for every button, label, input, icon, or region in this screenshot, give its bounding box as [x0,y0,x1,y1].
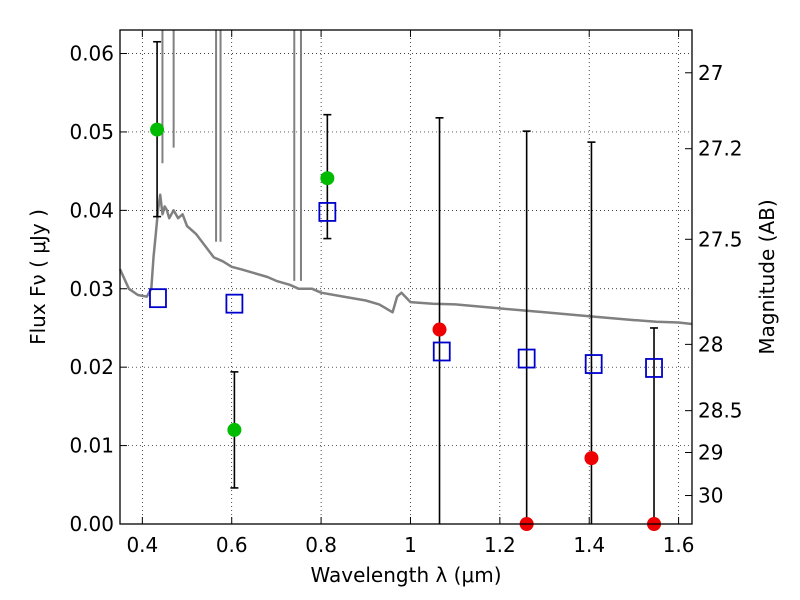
mag-tick-label: 30 [698,484,723,508]
y-tick-label: 0.02 [69,355,114,379]
photometry-point [584,451,599,466]
mag-tick-label: 27 [698,61,723,85]
x-tick-label: 0.4 [126,533,158,557]
marker-layer [149,122,663,531]
photometry-point [432,322,447,337]
x-tick-label: 1 [404,533,417,557]
model-flux-square [584,354,603,374]
mag-tick-label: 27.5 [698,227,743,251]
x-tick-label: 1.6 [663,533,695,557]
mag-tick-label: 29 [698,440,723,464]
y-tick-label: 0.03 [69,277,114,301]
model-flux-square [225,293,244,314]
photometry-point [150,122,165,137]
sed-model-line [118,193,693,326]
y-tick-label: 0.04 [69,198,114,222]
x-tick-label: 0.8 [305,533,337,557]
model-flux-square [645,358,663,378]
x-tick-label: 0.6 [216,533,248,557]
model-flux-square [149,288,167,309]
mag-tick-label: 28 [698,332,723,356]
y2-axis-title: Magnitude (AB) [755,199,779,354]
y-tick-label: 0.01 [69,434,114,458]
x-axis-title: Wavelength λ (μm) [310,563,501,587]
sed-layer [118,30,693,326]
errorbar-layer [153,40,659,524]
y-tick-label: 0.00 [69,512,114,536]
x-tick-label: 1.2 [484,533,516,557]
photometry-point [227,422,242,437]
grid-layer [120,30,692,525]
model-flux-square [432,341,451,362]
y-axis-title: Flux Fν ( μJy ) [26,209,50,345]
photometry-point [320,171,335,186]
mag-tick-label: 27.2 [698,137,743,161]
mag-tick-label: 28.5 [698,399,743,423]
y-tick-label: 0.05 [69,120,114,144]
tick-layer: 0.4 0.6 0.8 1 1.2 1.4 1.6 0.00 0.01 0.02 0.03 0.04 0… [69,30,743,557]
model-flux-square [318,202,337,222]
model-flux-square [517,348,536,369]
plot-frame [119,29,693,525]
x-tick-label: 1.4 [573,533,605,557]
y-tick-label: 0.06 [69,42,114,66]
